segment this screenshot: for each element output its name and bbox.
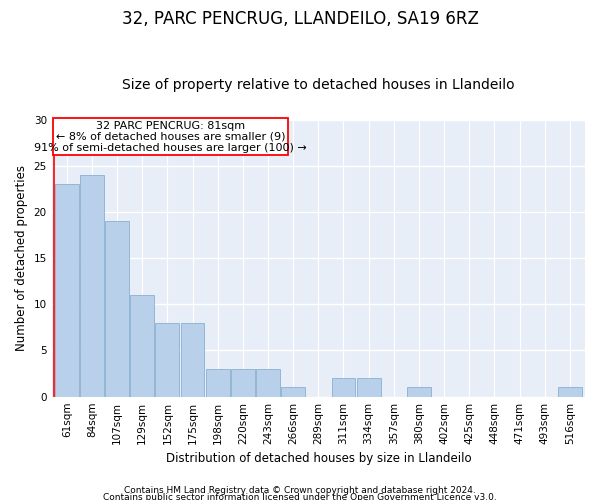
Bar	[206, 369, 230, 396]
Text: Contains HM Land Registry data © Crown copyright and database right 2024.: Contains HM Land Registry data © Crown c…	[124, 486, 476, 495]
Y-axis label: Number of detached properties: Number of detached properties	[15, 165, 28, 351]
Bar	[332, 378, 355, 396]
Text: 91% of semi-detached houses are larger (100) →: 91% of semi-detached houses are larger (…	[34, 142, 307, 152]
Text: 32 PARC PENCRUG: 81sqm: 32 PARC PENCRUG: 81sqm	[96, 122, 245, 132]
Bar	[356, 378, 380, 396]
Bar	[231, 369, 255, 396]
Bar	[130, 295, 154, 396]
Bar	[53, 118, 288, 154]
Text: 32, PARC PENCRUG, LLANDEILO, SA19 6RZ: 32, PARC PENCRUG, LLANDEILO, SA19 6RZ	[122, 10, 478, 28]
Title: Size of property relative to detached houses in Llandeilo: Size of property relative to detached ho…	[122, 78, 515, 92]
Text: Contains public sector information licensed under the Open Government Licence v3: Contains public sector information licen…	[103, 494, 497, 500]
Bar	[281, 388, 305, 396]
Bar	[105, 221, 129, 396]
X-axis label: Distribution of detached houses by size in Llandeilo: Distribution of detached houses by size …	[166, 452, 471, 465]
Bar	[407, 388, 431, 396]
Bar	[256, 369, 280, 396]
Text: ← 8% of detached houses are smaller (9): ← 8% of detached houses are smaller (9)	[56, 132, 285, 141]
Bar	[181, 323, 205, 396]
Bar	[80, 175, 104, 396]
Bar	[558, 388, 582, 396]
Bar	[155, 323, 179, 396]
Bar	[55, 184, 79, 396]
